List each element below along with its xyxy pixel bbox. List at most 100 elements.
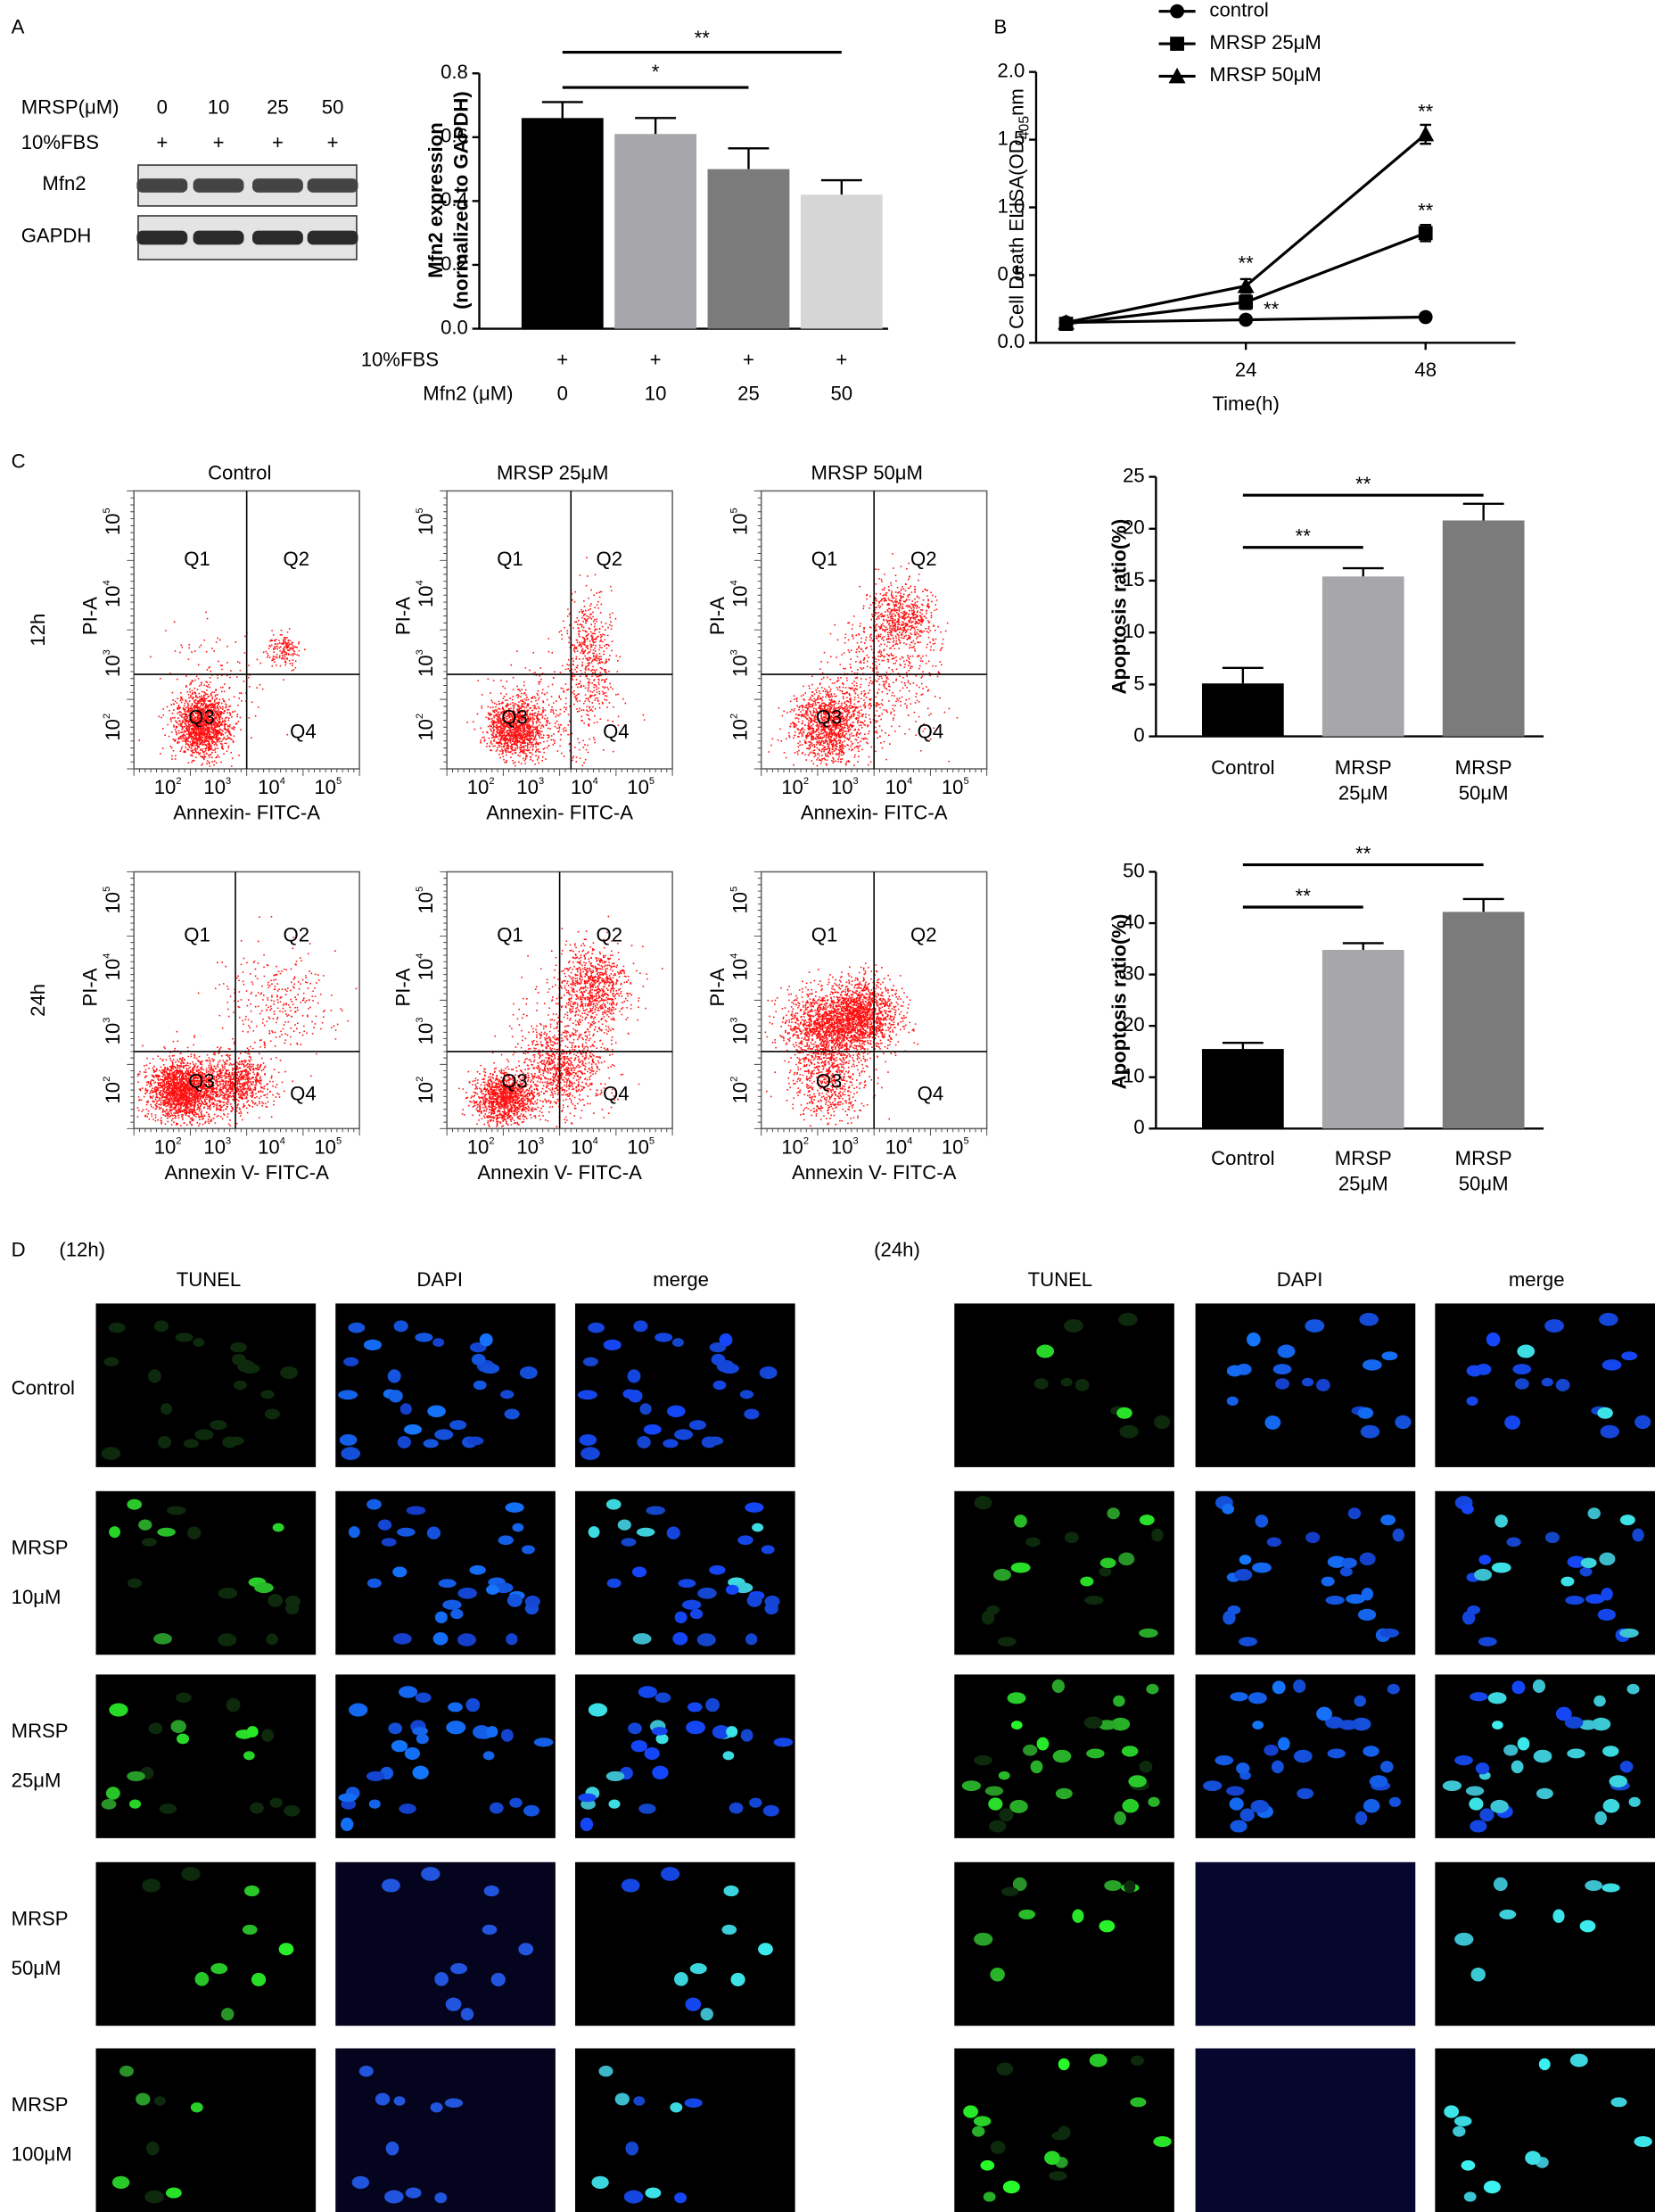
micrograph — [95, 1303, 317, 1467]
tick-base: 10 — [831, 1135, 853, 1158]
tick-exponent: 2 — [489, 1135, 494, 1146]
nucleus — [1602, 1798, 1620, 1813]
nucleus — [1153, 2135, 1172, 2148]
x-tick-label: 50μM — [1459, 781, 1509, 804]
tick-base: 10 — [516, 776, 539, 798]
nucleus — [243, 1885, 259, 1897]
y-tick-label: 25 — [1123, 464, 1145, 486]
flow-y-tick-label: 102 — [102, 1077, 124, 1104]
nucleus — [1099, 1557, 1116, 1569]
nucleus — [614, 2092, 630, 2106]
micrograph — [335, 1861, 556, 2026]
nucleus — [1387, 1683, 1400, 1695]
micrograph — [95, 1674, 317, 1838]
tick-base: 10 — [831, 776, 853, 798]
blot-fbs: + — [327, 131, 339, 153]
x-tick-label: 50 — [830, 383, 852, 405]
y-tick-label: 0.0 — [441, 316, 468, 338]
nucleus — [1465, 1786, 1485, 1796]
nucleus — [605, 1498, 622, 1510]
nucleus — [672, 1632, 688, 1646]
nucleus — [598, 2065, 613, 2077]
nucleus — [397, 1527, 416, 1537]
tick-base: 10 — [415, 959, 437, 981]
blot-band — [193, 230, 244, 245]
error-bar — [1462, 897, 1504, 912]
nucleus — [719, 1333, 733, 1347]
nucleus — [348, 1322, 366, 1333]
x-row-label: 10%FBS — [361, 349, 439, 371]
nucleus — [338, 1793, 358, 1803]
nucleus — [430, 2102, 443, 2113]
tick-exponent: 3 — [853, 776, 859, 787]
nucleus — [397, 1436, 411, 1449]
nucleus — [1128, 1775, 1147, 1788]
nucleus — [1239, 1555, 1252, 1565]
nucleus — [147, 1369, 161, 1383]
nucleus — [1597, 1608, 1616, 1622]
y-tick-label: 20 — [1123, 516, 1145, 539]
tick-exponent: 4 — [907, 776, 912, 787]
tick-base: 10 — [102, 585, 124, 607]
nucleus — [1474, 1568, 1493, 1581]
nucleus — [166, 2187, 182, 2199]
panel-label: C — [12, 450, 26, 473]
nucleus — [423, 1439, 439, 1449]
nucleus — [523, 1804, 540, 1817]
nucleus — [1271, 1760, 1284, 1774]
legend-label: control — [1209, 0, 1268, 21]
quadrant-gate — [447, 491, 673, 769]
nucleus — [176, 1733, 190, 1745]
nucleus — [1379, 1628, 1400, 1638]
nucleus — [705, 1697, 720, 1713]
nucleus — [674, 1972, 688, 1986]
tick-exponent: 3 — [853, 1135, 859, 1146]
nucleus — [1089, 2053, 1107, 2068]
quadrant-label: Q1 — [497, 548, 523, 570]
flow-minor-ticks — [753, 871, 988, 1136]
nucleus — [1363, 1798, 1380, 1813]
nucleus — [1579, 1566, 1593, 1577]
nucleus — [628, 1390, 643, 1403]
nucleus — [1139, 1628, 1158, 1638]
nucleus — [1341, 1557, 1357, 1569]
nucleus — [1461, 2160, 1476, 2171]
column-header: merge — [653, 1268, 709, 1291]
nucleus — [974, 1496, 992, 1510]
nucleus — [393, 2096, 406, 2106]
flow-row-label: 24h — [27, 984, 49, 1017]
nucleus — [242, 1924, 258, 1936]
nucleus — [1454, 1754, 1473, 1766]
nucleus — [103, 1357, 119, 1366]
column-header: merge — [1509, 1268, 1565, 1291]
y-tick-label: 1.0 — [998, 194, 1025, 217]
micrograph — [95, 2048, 317, 2212]
flow-y-tick-label: 104 — [102, 953, 124, 981]
tick-exponent: 4 — [907, 1135, 912, 1146]
tick-base: 10 — [314, 776, 336, 798]
blot-band — [251, 230, 303, 245]
y-axis-label: Mfn2 expression — [424, 122, 447, 278]
nucleus — [1544, 1319, 1565, 1333]
nucleus — [489, 1802, 504, 1814]
nucleus — [382, 1878, 400, 1893]
tick-exponent: 5 — [729, 887, 740, 892]
nucleus — [1305, 1319, 1325, 1333]
tick-base: 10 — [102, 513, 124, 535]
tick-base: 10 — [102, 655, 124, 677]
nucleus — [639, 1403, 652, 1416]
row-label: MRSP — [12, 1720, 69, 1742]
nucleus — [1565, 1595, 1585, 1605]
nucleus — [128, 1799, 142, 1809]
nucleus — [363, 1339, 383, 1350]
tick-exponent: 5 — [649, 1135, 655, 1146]
micrograph — [335, 1303, 556, 1467]
nucleus — [1272, 1364, 1292, 1374]
nucleus — [723, 1885, 739, 1897]
nucleus — [996, 2062, 1014, 2076]
flow-x-tick-label: 102 — [781, 776, 809, 798]
nucleus — [144, 2190, 164, 2204]
significance-label: ** — [1239, 252, 1255, 275]
nucleus — [1560, 1576, 1575, 1587]
